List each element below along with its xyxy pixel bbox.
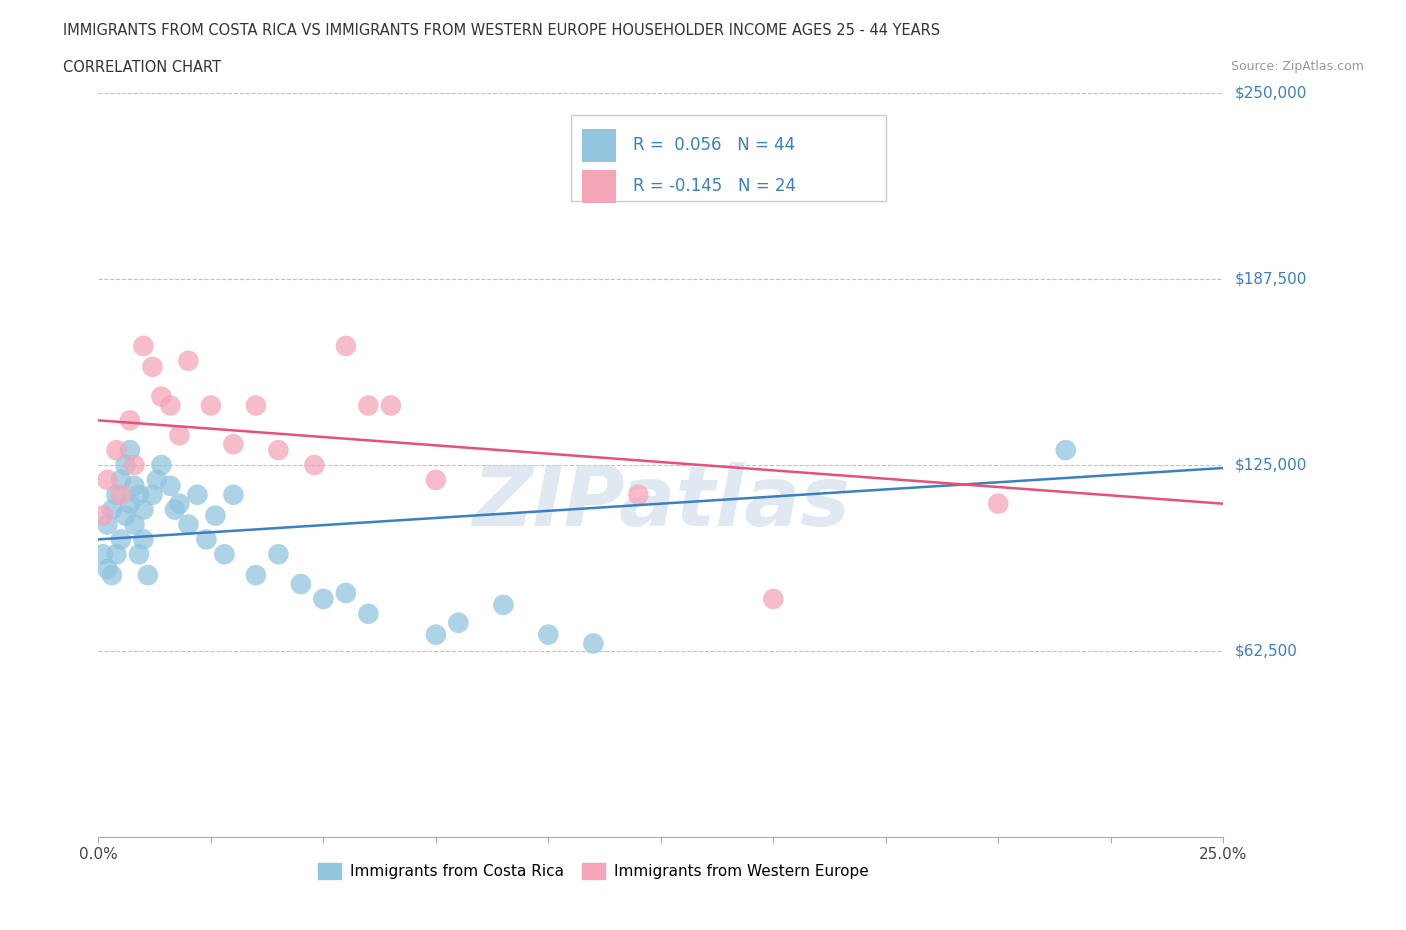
Point [1054, 443, 1077, 458]
Point [96, 472, 118, 487]
Point [186, 487, 208, 502]
Point [132, 339, 155, 353]
Point [128, 487, 150, 502]
Point [101, 567, 124, 582]
Point [312, 591, 335, 606]
Point [101, 502, 124, 517]
Point [447, 616, 470, 631]
Point [141, 487, 163, 502]
Text: $250,000: $250,000 [1234, 86, 1306, 100]
Point [177, 353, 200, 368]
Point [105, 487, 128, 502]
Point [110, 532, 132, 547]
Point [357, 398, 380, 413]
Point [169, 428, 191, 443]
Text: $125,000: $125,000 [1234, 458, 1306, 472]
FancyBboxPatch shape [582, 128, 616, 162]
Point [124, 478, 146, 493]
Point [222, 437, 245, 452]
Point [114, 458, 136, 472]
Point [110, 472, 132, 487]
Text: $187,500: $187,500 [1234, 272, 1306, 286]
Point [425, 627, 447, 642]
FancyBboxPatch shape [582, 169, 616, 203]
Point [136, 567, 159, 582]
Point [204, 508, 226, 523]
Point [132, 532, 155, 547]
Point [200, 398, 222, 413]
Point [124, 517, 146, 532]
Point [267, 443, 290, 458]
Point [118, 413, 141, 428]
Point [222, 487, 245, 502]
Point [380, 398, 402, 413]
Point [132, 502, 155, 517]
Point [987, 497, 1010, 512]
Point [335, 586, 357, 601]
Point [425, 472, 447, 487]
Point [128, 547, 150, 562]
Point [267, 547, 290, 562]
Point [124, 458, 146, 472]
Point [105, 443, 128, 458]
Point [96, 562, 118, 577]
Point [96, 517, 118, 532]
Text: IMMIGRANTS FROM COSTA RICA VS IMMIGRANTS FROM WESTERN EUROPE HOUSEHOLDER INCOME : IMMIGRANTS FROM COSTA RICA VS IMMIGRANTS… [63, 23, 941, 38]
Point [141, 359, 163, 374]
Legend: Immigrants from Costa Rica, Immigrants from Western Europe: Immigrants from Costa Rica, Immigrants f… [312, 857, 875, 885]
Point [110, 487, 132, 502]
Point [105, 547, 128, 562]
Point [627, 487, 650, 502]
Point [118, 497, 141, 512]
Point [357, 606, 380, 621]
Point [537, 627, 560, 642]
Text: CORRELATION CHART: CORRELATION CHART [63, 60, 221, 75]
Point [290, 577, 312, 591]
Point [245, 398, 267, 413]
Point [159, 398, 181, 413]
Point [91, 547, 114, 562]
Text: R =  0.056   N = 44: R = 0.056 N = 44 [633, 137, 794, 154]
Point [195, 532, 218, 547]
Point [492, 597, 515, 612]
Point [304, 458, 326, 472]
Point [118, 443, 141, 458]
Point [163, 502, 186, 517]
Text: ZIPatlas: ZIPatlas [472, 461, 849, 543]
Text: $62,500: $62,500 [1234, 644, 1298, 658]
Text: R = -0.145   N = 24: R = -0.145 N = 24 [633, 178, 796, 195]
Point [146, 472, 169, 487]
Point [91, 508, 114, 523]
Text: Source: ZipAtlas.com: Source: ZipAtlas.com [1230, 60, 1364, 73]
Point [169, 497, 191, 512]
Point [335, 339, 357, 353]
Point [245, 567, 267, 582]
Point [150, 389, 173, 404]
Point [159, 478, 181, 493]
Point [150, 458, 173, 472]
Point [177, 517, 200, 532]
FancyBboxPatch shape [571, 115, 886, 201]
Point [214, 547, 236, 562]
Point [582, 636, 605, 651]
Point [762, 591, 785, 606]
Point [114, 508, 136, 523]
